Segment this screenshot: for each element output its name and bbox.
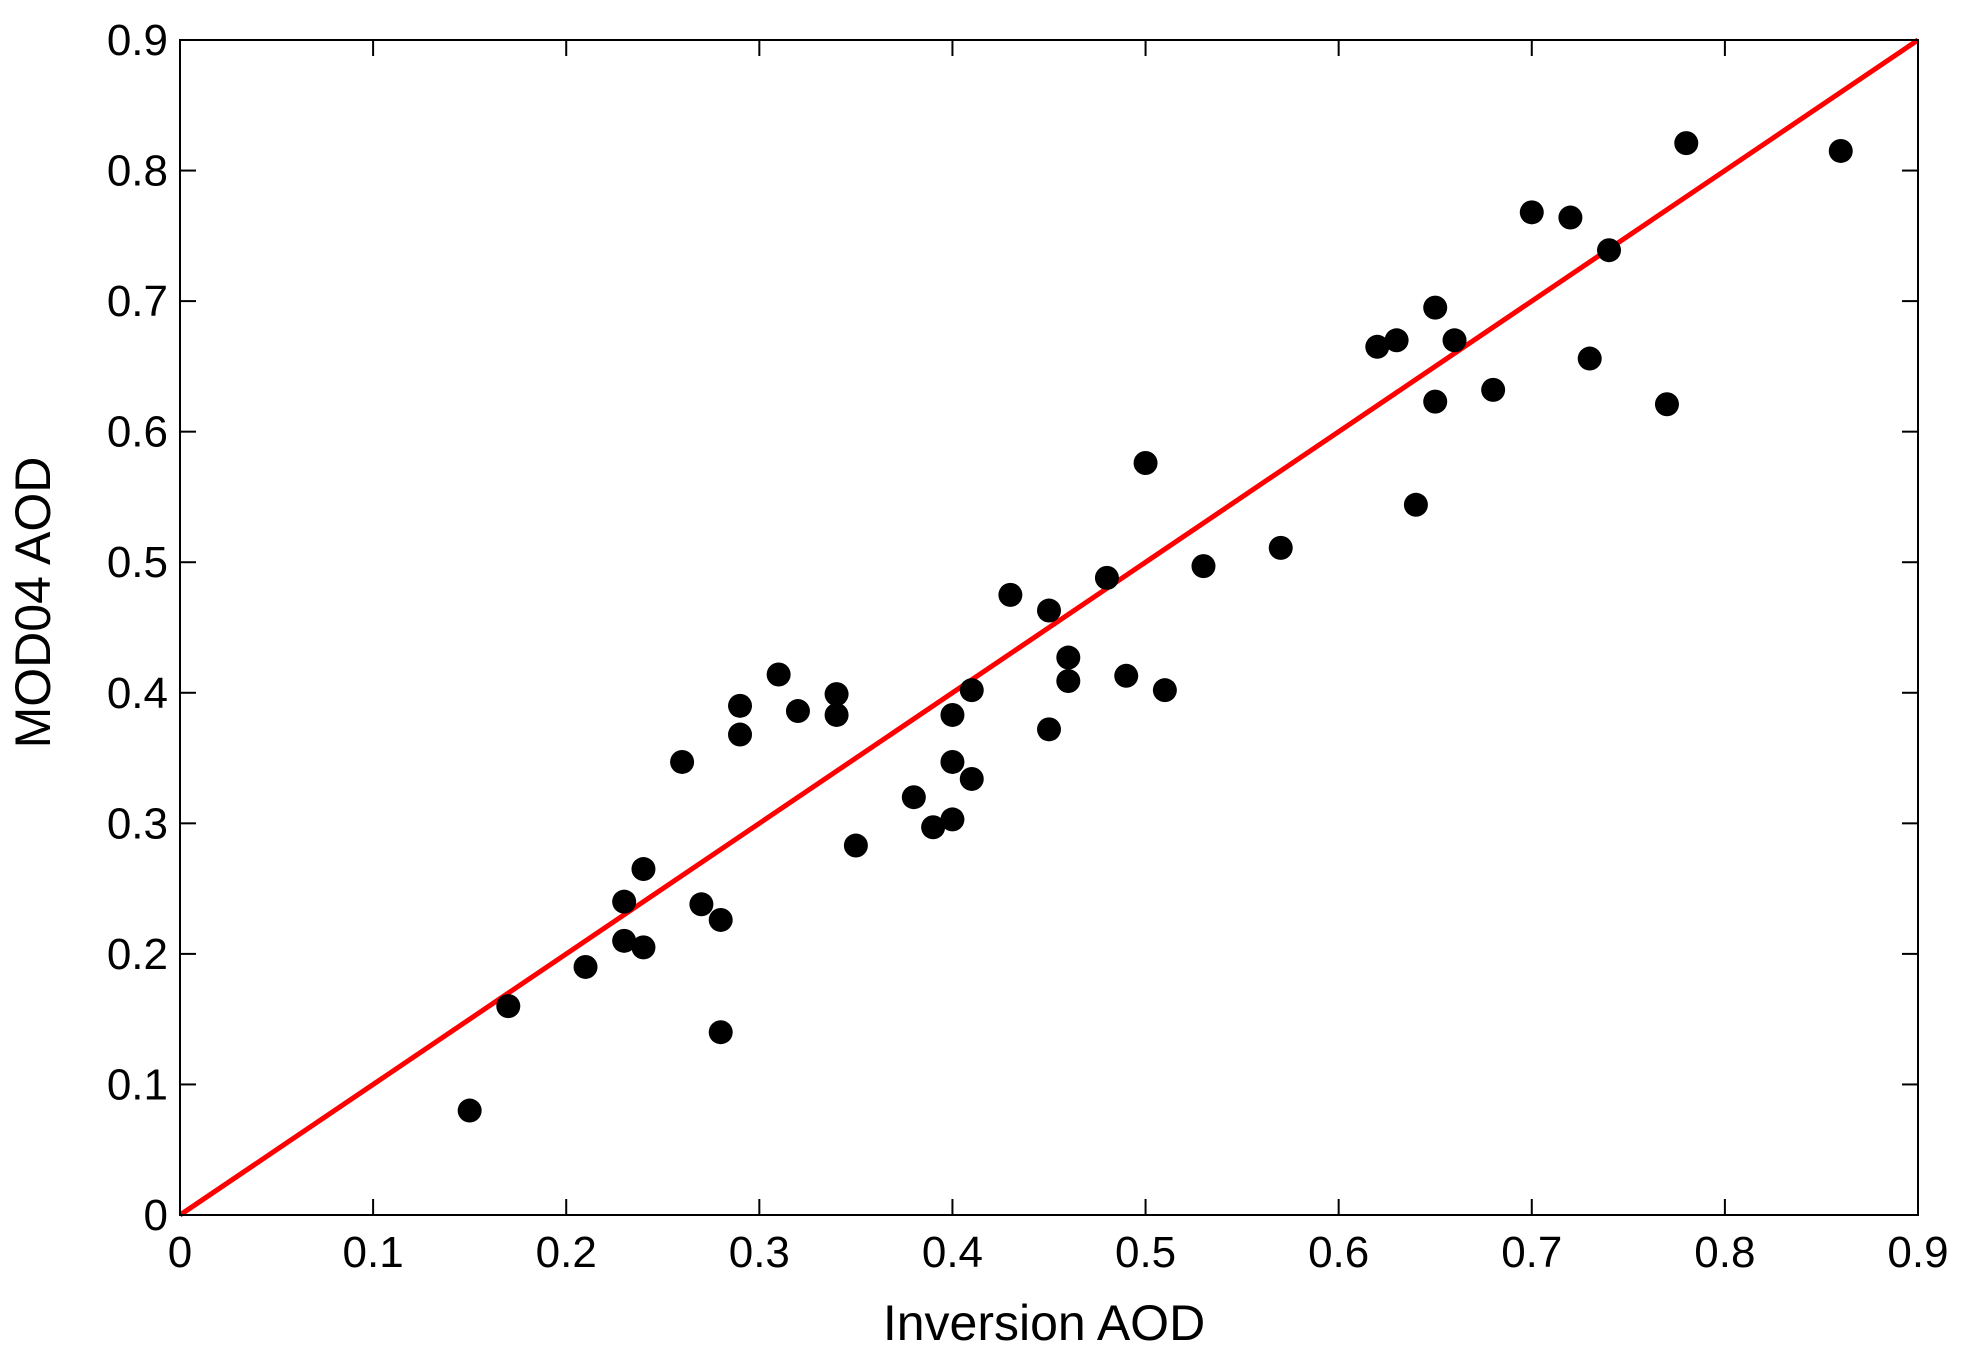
y-tick-label: 0.2 [107,930,168,979]
data-point [1114,663,1139,688]
data-point [1442,328,1467,353]
data-point [1384,328,1409,353]
data-point [1403,492,1428,517]
data-point [1268,535,1293,560]
x-tick-label: 0.3 [729,1228,790,1277]
data-point [612,889,637,914]
plot-frame [179,39,1919,1216]
data-point [1094,565,1119,590]
x-tick-label: 0.4 [922,1228,983,1277]
data-point [631,857,656,882]
data-point [1056,669,1081,694]
data-point [1828,138,1853,163]
y-tick-label: 0.3 [107,799,168,848]
data-point [843,833,868,858]
x-axis-title: Inversion AOD [883,1295,1205,1351]
data-point [959,678,984,703]
data-point [728,722,753,747]
x-tick-label: 0.6 [1308,1228,1369,1277]
data-point [785,699,810,724]
data-point [940,807,965,832]
x-tick-label: 0.9 [1887,1228,1948,1277]
data-point [1133,451,1158,475]
data-point [1558,205,1583,230]
y-tick-label: 0.8 [107,147,168,196]
y-tick-label: 0 [144,1191,168,1240]
data-point [1152,678,1177,703]
y-tick-label: 0.1 [107,1060,168,1109]
data-point [940,749,965,774]
data-point [496,994,521,1019]
y-axis-title: MOD04 AOD [5,457,61,749]
data-point [1674,131,1699,156]
x-tick-label: 0.5 [1115,1228,1176,1277]
y-tick-label: 0.4 [107,669,168,718]
x-tick-label: 0.7 [1501,1228,1562,1277]
data-point [824,682,849,707]
data-point [1191,554,1216,579]
data-point [921,815,946,840]
data-point [689,892,714,917]
data-point [728,693,753,718]
data-point [1577,346,1602,371]
data-point [766,662,791,687]
x-axis-ticks: 0 0.1 0.2 0.3 0.4 0.5 0.6 0.7 0.8 0.9 [168,40,1949,1277]
data-point [959,766,984,791]
data-point [824,702,849,727]
data-point [708,1020,733,1045]
data-point [1481,377,1506,402]
data-points [457,131,1853,1123]
x-tick-label: 0.1 [343,1228,404,1277]
y-tick-label: 0.7 [107,277,168,326]
data-point [612,928,637,953]
y-axis-ticks: 0 0.1 0.2 0.3 0.4 0.5 0.6 0.7 0.8 0.9 [107,16,1918,1240]
data-point [1037,598,1061,623]
x-tick-label: 0.2 [536,1228,597,1277]
data-point [1365,334,1390,359]
x-tick-label: 0.8 [1694,1228,1755,1277]
data-point [1654,392,1679,417]
y-tick-label: 0.6 [107,408,168,457]
data-point [708,907,733,932]
data-point [1597,238,1622,263]
x-tick-label: 0 [168,1228,192,1277]
data-point [631,935,656,960]
data-point [1423,389,1448,414]
data-point [901,785,926,810]
data-point [670,749,695,774]
data-point [1056,645,1081,670]
data-point [573,954,598,979]
data-point [1519,200,1544,225]
data-point [457,1098,482,1123]
y-tick-label: 0.9 [107,16,168,65]
data-point [1423,295,1448,320]
data-point [1037,717,1061,742]
fit-line [178,37,1920,1218]
data-point [998,582,1023,607]
y-tick-label: 0.5 [107,538,168,587]
data-point [940,702,965,727]
